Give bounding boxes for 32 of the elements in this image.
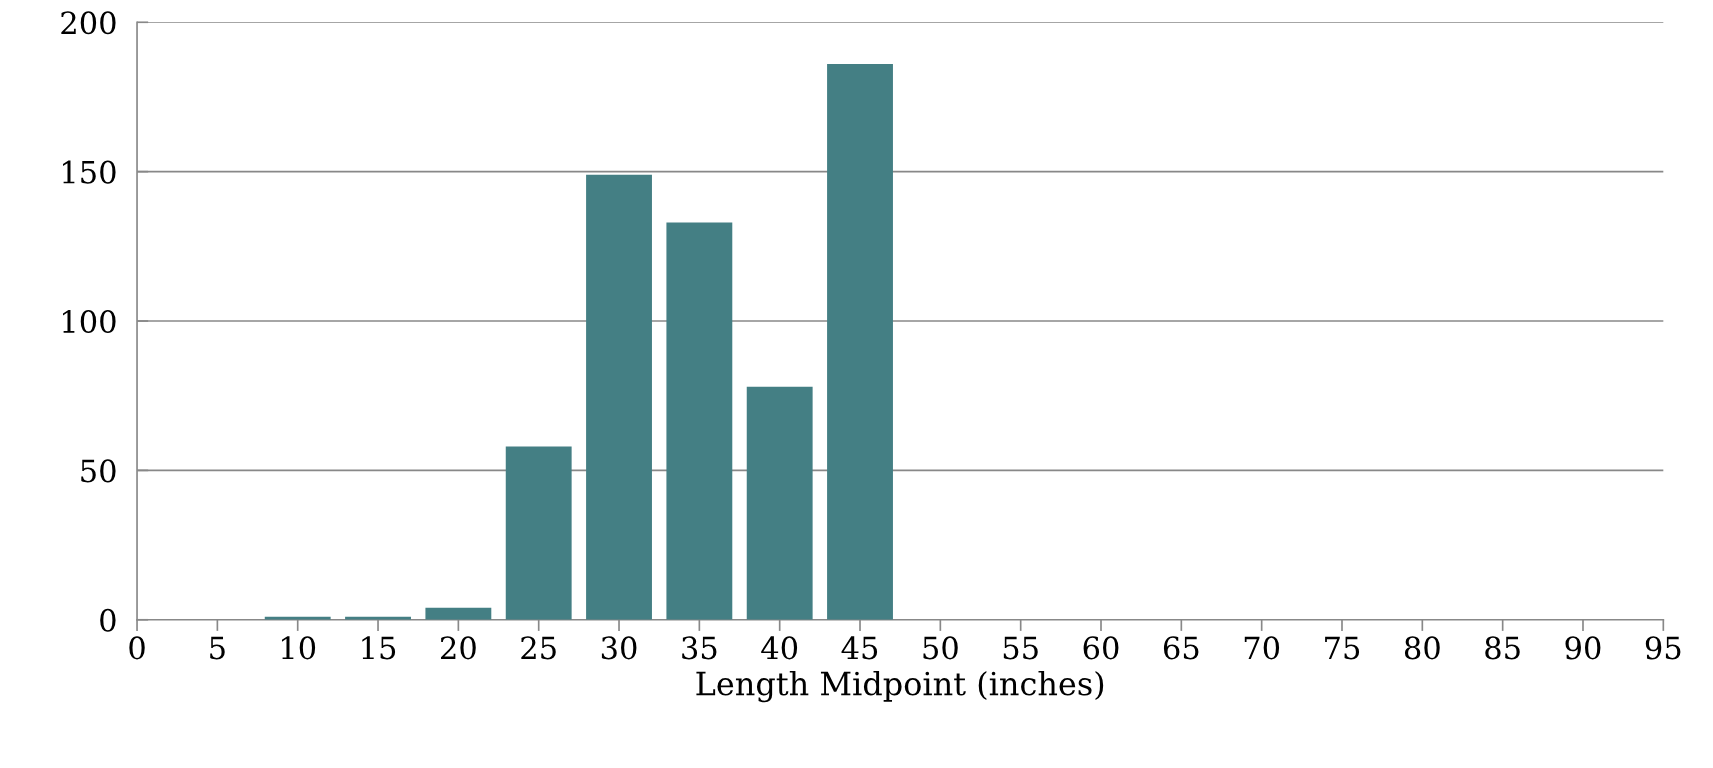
x-tick-label: 35 <box>682 636 717 660</box>
bar <box>505 446 572 620</box>
x-tick-label: 15 <box>362 636 396 660</box>
x-tick-label: 25 <box>521 636 556 660</box>
x-tick-label: 55 <box>1003 636 1038 660</box>
x-tick-label: 95 <box>1645 636 1681 660</box>
x-tick-label: 60 <box>1083 636 1119 660</box>
y-tick-label: 0 <box>100 608 116 632</box>
x-tick-label: 75 <box>1325 636 1360 660</box>
x-tick-label: 90 <box>1565 636 1601 660</box>
bar <box>425 607 492 620</box>
x-tick-label: 50 <box>923 636 958 660</box>
bar <box>827 64 893 620</box>
x-tick-label: 20 <box>440 636 476 660</box>
x-tick-label: 5 <box>210 636 225 660</box>
x-axis-title: Length Midpoint (inches) <box>696 670 1104 703</box>
x-tick-label: 80 <box>1404 636 1440 660</box>
y-tick-label: 200 <box>61 11 116 35</box>
x-tick-label: 85 <box>1485 636 1520 660</box>
x-tick-label: 10 <box>281 636 316 660</box>
x-tick-label: 40 <box>761 636 798 660</box>
x-tick-label: 0 <box>129 636 145 660</box>
y-tick-label: 50 <box>81 459 116 483</box>
bar <box>666 222 733 620</box>
bar <box>746 386 813 620</box>
y-tick-label: 100 <box>63 309 116 334</box>
x-tick-label: 65 <box>1163 636 1199 660</box>
bar <box>586 174 652 620</box>
x-tick-label: 30 <box>601 636 637 660</box>
x-tick-label: 70 <box>1244 636 1280 660</box>
y-tick-label: 150 <box>63 160 116 184</box>
x-tick-label: 45 <box>841 636 878 660</box>
